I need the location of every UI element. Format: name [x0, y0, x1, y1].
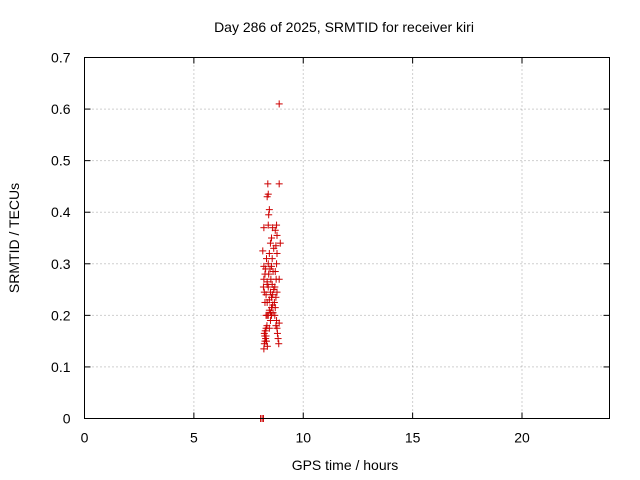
data-point	[261, 332, 269, 340]
data-point	[268, 255, 276, 263]
x-tick-label: 10	[295, 430, 311, 446]
y-tick-label: 0.3	[51, 256, 71, 272]
data-point	[261, 298, 269, 306]
data-points	[257, 100, 284, 422]
plot-frame	[84, 57, 610, 419]
data-point	[265, 206, 273, 214]
chart-title: Day 286 of 2025, SRMTID for receiver kir…	[214, 19, 474, 35]
data-point	[260, 224, 268, 232]
y-tick-label: 0.2	[51, 307, 71, 323]
x-ticks: 0 5 10 15 20	[81, 57, 530, 446]
data-point	[276, 239, 284, 247]
y-tick-label: 0.7	[51, 50, 71, 66]
y-tick-label: 0.6	[51, 101, 71, 117]
y-ticks: 0 0.1 0.2 0.3 0.4 0.5 0.6 0.7	[51, 50, 610, 427]
data-point	[269, 309, 277, 317]
data-point	[273, 231, 281, 239]
grid-lines	[84, 57, 610, 419]
data-point	[275, 100, 283, 108]
data-point	[259, 283, 267, 291]
data-point	[263, 337, 270, 345]
y-tick-label: 0.5	[51, 153, 71, 169]
data-point	[262, 291, 270, 299]
data-point	[273, 249, 281, 257]
data-point	[264, 221, 272, 229]
x-tick-label: 15	[405, 430, 421, 446]
data-point	[275, 275, 283, 283]
data-point	[263, 311, 271, 319]
data-point	[260, 262, 268, 270]
x-tick-label: 0	[81, 430, 89, 446]
data-point	[263, 342, 271, 350]
data-point	[275, 340, 283, 348]
data-point	[268, 234, 276, 242]
data-point	[271, 268, 279, 276]
data-point	[259, 247, 267, 255]
data-point	[264, 190, 272, 198]
data-point	[275, 319, 283, 327]
data-point	[271, 226, 279, 234]
data-point	[265, 249, 273, 257]
data-point	[265, 324, 273, 332]
data-point	[271, 283, 279, 291]
data-point	[272, 293, 280, 301]
data-point	[264, 180, 272, 188]
data-point	[265, 211, 273, 219]
data-point	[263, 280, 271, 288]
data-point	[273, 221, 281, 229]
data-point	[275, 180, 283, 188]
data-point	[260, 275, 268, 283]
x-axis-label: GPS time / hours	[292, 457, 399, 473]
x-tick-label: 5	[190, 430, 198, 446]
y-tick-label: 0.4	[51, 204, 71, 220]
data-point	[273, 260, 281, 268]
y-axis-label: SRMTID / TECUs	[6, 183, 22, 293]
x-tick-label: 20	[514, 430, 530, 446]
y-tick-label: 0.1	[51, 359, 71, 375]
data-point	[269, 301, 277, 309]
data-point	[264, 260, 272, 268]
data-point	[261, 270, 269, 278]
y-tick-label: 0	[63, 411, 71, 427]
data-point	[266, 317, 274, 325]
data-point	[273, 329, 281, 337]
data-point	[270, 244, 278, 252]
data-point	[266, 239, 274, 247]
data-point	[274, 335, 282, 343]
data-point	[273, 288, 281, 296]
